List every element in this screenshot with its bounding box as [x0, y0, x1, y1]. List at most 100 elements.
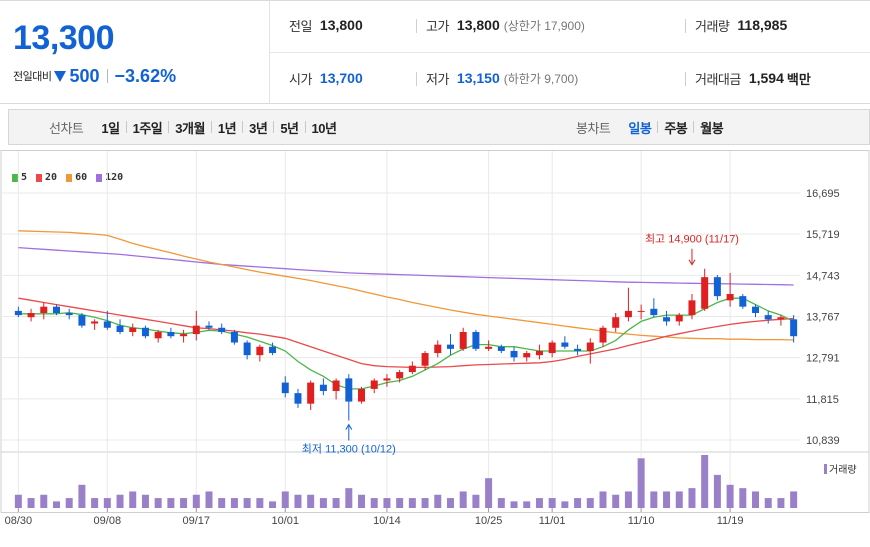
volume-bar: [663, 491, 671, 508]
prev-close-stat: 전일 13,800: [289, 15, 363, 35]
line-chart-periods: 선차트 1일 1주일 3개월 1년 3년 5년 10년: [49, 110, 342, 144]
amount-value: 1,594: [748, 70, 784, 86]
divider: [685, 72, 686, 86]
volume-bar: [281, 491, 289, 508]
volume-bar: [713, 474, 721, 508]
candle-body: [459, 331, 467, 349]
low-value: 13,150: [456, 70, 500, 86]
volume-label: 거래량: [695, 18, 730, 34]
volume-bar: [205, 491, 213, 508]
volume-bar: [154, 498, 162, 508]
prev-close-label: 전일: [289, 18, 312, 34]
candle-body: [129, 327, 137, 332]
legend-item-ma20[interactable]: 20: [36, 172, 57, 183]
price-summary: 13,300 전일대비 500 −3.62%: [0, 1, 270, 103]
candle-body: [421, 353, 429, 366]
lower-limit: (하한가 9,700): [503, 71, 579, 86]
chart-canvas: 16,695 15,719 14,743 13,767 12,791 11,815 10,8…: [0, 150, 870, 527]
candle-body: [777, 317, 785, 320]
candle-body: [167, 331, 175, 337]
legend-label: 60: [75, 172, 88, 183]
volume-bar: [294, 494, 302, 508]
candle-body: [790, 319, 798, 337]
ma-line-5: [18, 297, 794, 390]
volume-bar: [78, 484, 86, 508]
legend-swatch: [36, 173, 43, 182]
volume-bar: [307, 494, 315, 508]
divider: [273, 121, 275, 133]
candle-body: [243, 342, 251, 356]
y-tick-label: 10,839: [806, 435, 840, 447]
x-tick-label: 11/19: [717, 515, 744, 527]
legend-item-ma5[interactable]: 5: [12, 172, 27, 183]
divider: [685, 19, 686, 33]
volume-bar: [230, 498, 238, 508]
volume-bar: [739, 488, 747, 508]
candle-body: [663, 317, 671, 322]
volume-bar: [637, 458, 645, 508]
divider: [416, 19, 417, 33]
legend-item-ma60[interactable]: 60: [66, 172, 87, 183]
candle-body: [396, 372, 404, 379]
candle-body: [764, 315, 772, 320]
volume-bar: [396, 498, 404, 508]
price-chart: 16,695 15,719 14,743 13,767 12,791 11,815 10,8…: [0, 150, 870, 547]
candle-body: [332, 380, 340, 392]
volume-bar: [650, 491, 658, 508]
candle-body: [497, 346, 505, 351]
candle-body: [141, 327, 149, 337]
candle-chart-label: 봉차트: [576, 120, 611, 136]
candle-body: [675, 315, 683, 322]
volume-value: 118,985: [737, 17, 788, 33]
volume-bar: [180, 498, 188, 508]
y-tick-label: 16,695: [806, 188, 840, 200]
high-label: 고가: [426, 18, 449, 34]
candle-body: [383, 378, 391, 381]
x-tick-label: 08/30: [5, 515, 33, 527]
line-period-tab-1[interactable]: 1일: [101, 120, 120, 136]
moving-average-legend: 5 20 60 120: [12, 172, 123, 183]
volume-legend: 거래량: [824, 461, 857, 476]
legend-swatch: [66, 173, 73, 182]
volume-bar: [561, 501, 569, 508]
candle-body: [637, 310, 645, 312]
volume-bar: [192, 494, 200, 508]
line-period-tab-7[interactable]: 10년: [311, 120, 337, 136]
legend-item-ma120[interactable]: 120: [96, 172, 123, 183]
candle-body: [205, 325, 213, 328]
volume-bar: [510, 501, 518, 508]
candle-period-tab-2[interactable]: 주봉: [664, 120, 688, 136]
volume-bar: [40, 494, 48, 508]
amount-unit: 백만: [786, 71, 811, 87]
candle-body: [726, 294, 734, 301]
candle-period-tab-3[interactable]: 월봉: [700, 120, 724, 136]
candle-body: [739, 296, 747, 307]
line-period-tab-2[interactable]: 1주일: [132, 120, 163, 136]
volume-bar: [319, 498, 327, 508]
line-period-tab-3[interactable]: 3개월: [175, 120, 205, 136]
line-period-tab-6[interactable]: 5년: [280, 120, 299, 136]
candle-body: [91, 321, 99, 324]
amount-stat: 거래대금 1,594 백만: [695, 68, 811, 88]
upper-limit: (상한가 17,900): [503, 18, 585, 33]
legend-label: 5: [21, 172, 28, 183]
open-value: 13,700: [319, 70, 363, 86]
candle-body: [307, 382, 315, 404]
candle-body: [688, 300, 696, 316]
line-period-tab-5[interactable]: 3년: [249, 120, 268, 136]
y-tick-label: 12,791: [806, 353, 840, 365]
candle-period-tab-1[interactable]: 일봉: [628, 120, 652, 136]
candle-body: [599, 327, 607, 343]
candle-body: [624, 310, 632, 318]
candle-body: [269, 346, 277, 354]
volume-bar: [485, 478, 493, 508]
line-period-tab-4[interactable]: 1년: [217, 120, 237, 136]
change-rate: −3.62%: [114, 65, 177, 86]
candle-body: [485, 346, 493, 349]
volume-bar: [408, 498, 416, 508]
x-tick-label: 11/01: [539, 515, 566, 527]
volume-bar: [701, 455, 709, 508]
candle-body: [180, 334, 188, 337]
divider: [304, 121, 306, 133]
volume-bar: [446, 498, 454, 508]
